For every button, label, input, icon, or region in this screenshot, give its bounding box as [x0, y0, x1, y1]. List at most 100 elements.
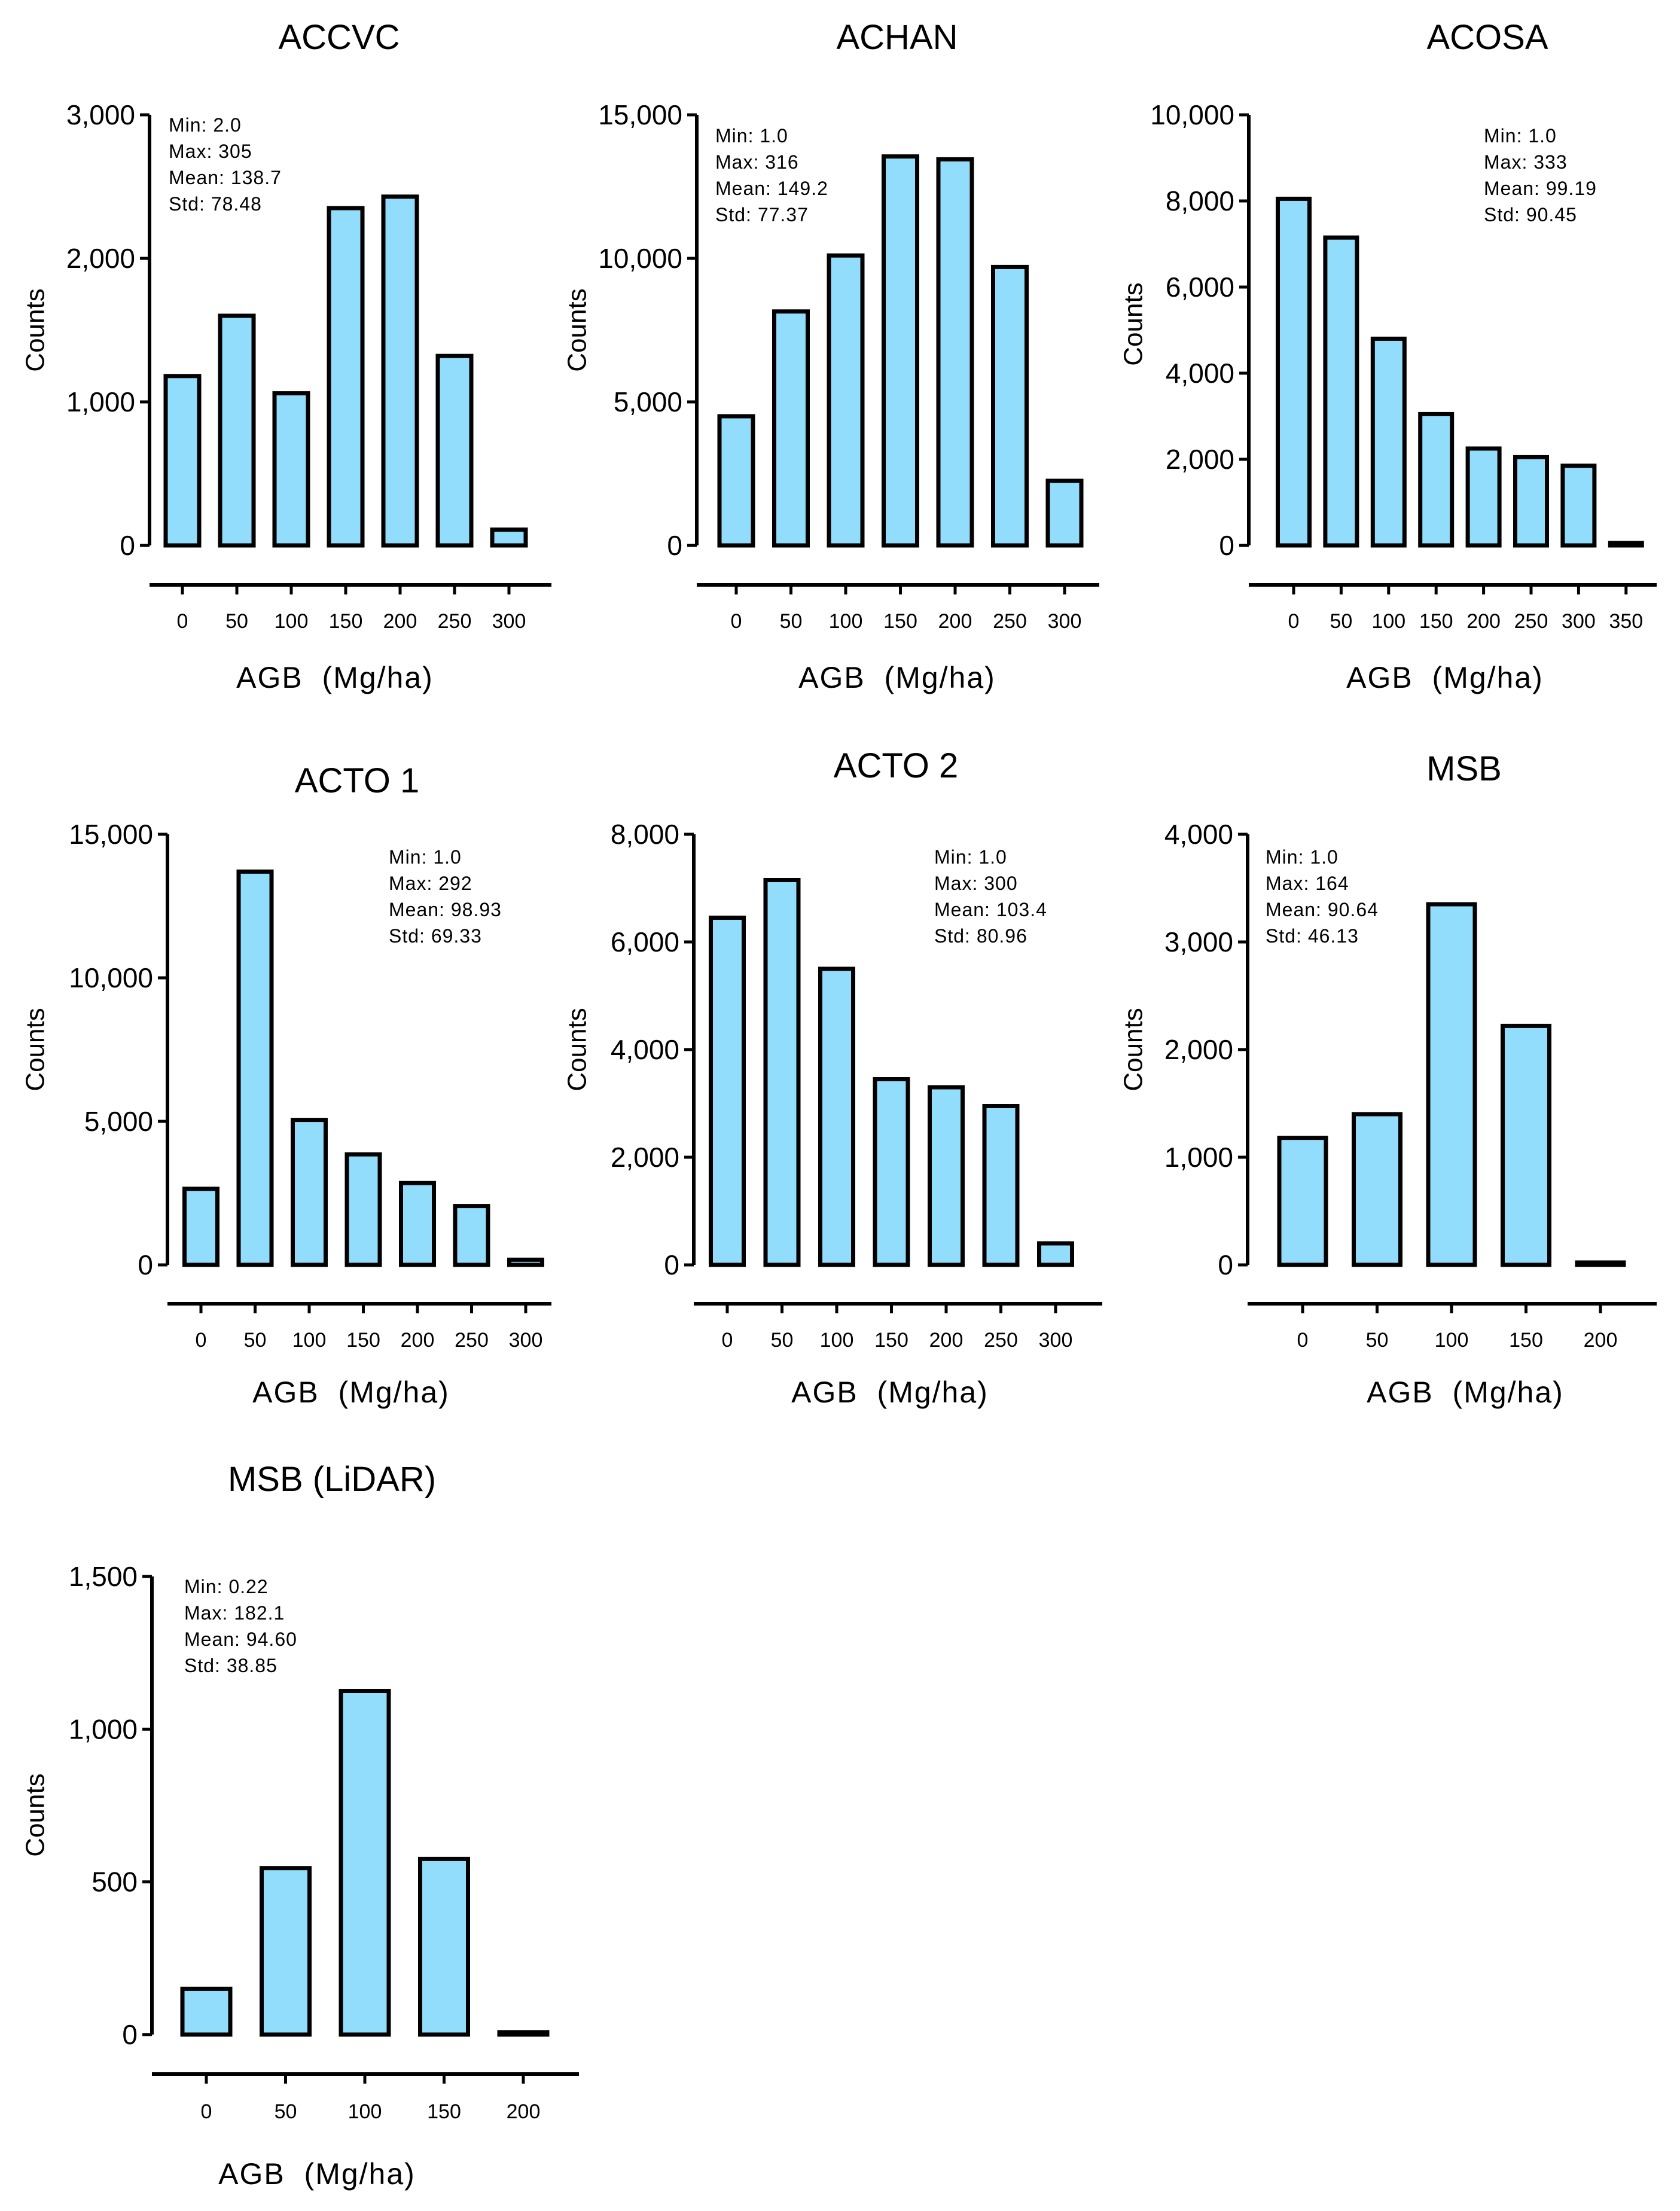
stats-annotation: Min: 0.22	[184, 1576, 269, 1597]
y-tick-label: 0	[1218, 1249, 1233, 1280]
stats-annotation: Mean: 149.2	[715, 178, 828, 199]
stats-annotation: Mean: 98.93	[389, 899, 502, 920]
y-tick-label: 10,000	[598, 243, 682, 274]
bar-350	[1608, 541, 1644, 548]
stats-annotation: Min: 1.0	[1266, 846, 1338, 868]
x-tick-label: 50	[1366, 1329, 1389, 1352]
y-tick-label: 15,000	[598, 99, 682, 130]
stats-annotation: Mean: 103.4	[934, 899, 1047, 920]
y-tick-label: 0	[664, 1249, 679, 1280]
stats-annotation: Mean: 99.19	[1484, 178, 1597, 199]
y-tick-label: 0	[138, 1249, 153, 1280]
histogram-panel-1: ACCVC 0 1,000 2,000 3,000 Counts 0 50 100 150 200 2…	[21, 18, 551, 694]
bar-200	[1575, 1260, 1626, 1267]
chart-title: ACHAN	[836, 18, 958, 57]
bar-0	[717, 414, 755, 548]
x-axis-label: AGB (Mg/ha)	[791, 1376, 989, 1409]
stats-annotation: Max: 300	[934, 873, 1018, 894]
bar-250	[435, 353, 474, 548]
x-tick-label: 0	[201, 2100, 212, 2123]
bar-0	[1277, 1136, 1328, 1267]
stats-annotation: Std: 78.48	[169, 193, 262, 215]
bar-100	[272, 391, 310, 548]
bar-0	[180, 1986, 233, 2037]
x-tick-label: 200	[401, 1329, 435, 1352]
y-axis-label: Counts	[563, 1008, 592, 1091]
stats-annotation: Std: 77.37	[715, 204, 809, 225]
y-tick-label: 1,000	[66, 386, 135, 417]
chart-title: ACTO 2	[834, 746, 958, 785]
stats-annotation: Std: 69.33	[389, 925, 482, 947]
bar-50	[260, 1866, 312, 2037]
stats-annotation: Mean: 94.60	[184, 1628, 297, 1650]
x-tick-label: 50	[275, 2100, 297, 2123]
y-axis-label: Counts	[1119, 282, 1148, 365]
x-tick-label: 50	[244, 1329, 267, 1352]
x-tick-label: 150	[329, 610, 363, 633]
histogram-panel-7: MSB (LiDAR) 0 500 1,000 1,500 Counts 0 50 100 150…	[21, 1460, 579, 2191]
y-tick-label: 1,500	[69, 1561, 138, 1592]
bar-250	[991, 264, 1029, 548]
x-tick-label: 100	[1371, 610, 1405, 633]
bar-100	[827, 253, 865, 548]
y-tick-label: 5,000	[614, 386, 682, 417]
x-tick-label: 100	[348, 2100, 382, 2123]
x-axis-label: AGB (Mg/ha)	[252, 1376, 450, 1409]
x-tick-label: 150	[883, 610, 917, 633]
x-tick-label: 250	[455, 1329, 489, 1352]
bar-100	[291, 1118, 328, 1267]
x-tick-label: 150	[1509, 1329, 1543, 1352]
x-tick-label: 100	[820, 1329, 854, 1352]
y-tick-label: 6,000	[1166, 272, 1234, 303]
y-axis-label: Counts	[21, 1008, 50, 1091]
y-tick-label: 4,000	[611, 1034, 679, 1065]
stats-annotation: Max: 182.1	[184, 1602, 285, 1624]
x-axis-label: AGB (Mg/ha)	[1367, 1376, 1564, 1409]
x-tick-label: 0	[731, 610, 742, 633]
bar-50	[1352, 1112, 1402, 1267]
y-axis-label: Counts	[1119, 1008, 1148, 1091]
bar-150	[418, 1856, 470, 2037]
y-tick-label: 2,000	[66, 243, 135, 274]
bar-50	[218, 313, 256, 548]
x-tick-label: 50	[771, 1329, 794, 1352]
y-tick-label: 15,000	[69, 819, 153, 850]
bar-300	[1560, 463, 1597, 548]
y-tick-label: 8,000	[611, 819, 679, 850]
x-tick-label: 300	[1039, 1329, 1073, 1352]
bar-200	[399, 1181, 436, 1267]
stats-annotation: Std: 90.45	[1484, 204, 1577, 225]
bar-50	[772, 309, 810, 548]
y-tick-label: 6,000	[611, 926, 679, 957]
stats-annotation: Min: 1.0	[389, 846, 462, 868]
x-axis-label: AGB (Mg/ha)	[218, 2157, 416, 2191]
bar-0	[182, 1187, 219, 1267]
y-tick-label: 5,000	[84, 1106, 153, 1137]
x-axis-label: AGB (Mg/ha)	[1346, 661, 1544, 694]
bar-100	[818, 966, 855, 1267]
bar-200	[928, 1085, 965, 1267]
x-tick-label: 200	[507, 2100, 541, 2123]
stats-annotation: Min: 1.0	[934, 846, 1007, 868]
x-tick-label: 50	[780, 610, 803, 633]
histogram-panel-3: ACOSA 0 2,000 4,000 6,000 8,000 10,000 Counts 0 5…	[1119, 18, 1657, 694]
y-tick-label: 10,000	[69, 962, 153, 993]
y-tick-label: 0	[667, 530, 682, 561]
x-tick-label: 0	[177, 610, 188, 633]
stats-annotation: Std: 38.85	[184, 1655, 278, 1676]
stats-annotation: Min: 1.0	[715, 125, 788, 147]
x-tick-label: 150	[346, 1329, 380, 1352]
x-tick-label: 200	[938, 610, 972, 633]
chart-title: ACTO 1	[295, 761, 419, 800]
bar-0	[163, 374, 202, 548]
x-tick-label: 100	[1435, 1329, 1469, 1352]
histogram-panel-2: ACHAN 0 5,000 10,000 15,000 Counts 0 50 100 150 20…	[563, 18, 1099, 694]
y-tick-label: 0	[1219, 530, 1234, 561]
y-tick-label: 4,000	[1166, 358, 1234, 389]
bar-100	[1426, 902, 1477, 1267]
bar-300	[507, 1257, 544, 1267]
x-tick-label: 150	[1419, 610, 1453, 633]
bar-300	[1037, 1241, 1074, 1267]
bar-150	[882, 154, 919, 548]
